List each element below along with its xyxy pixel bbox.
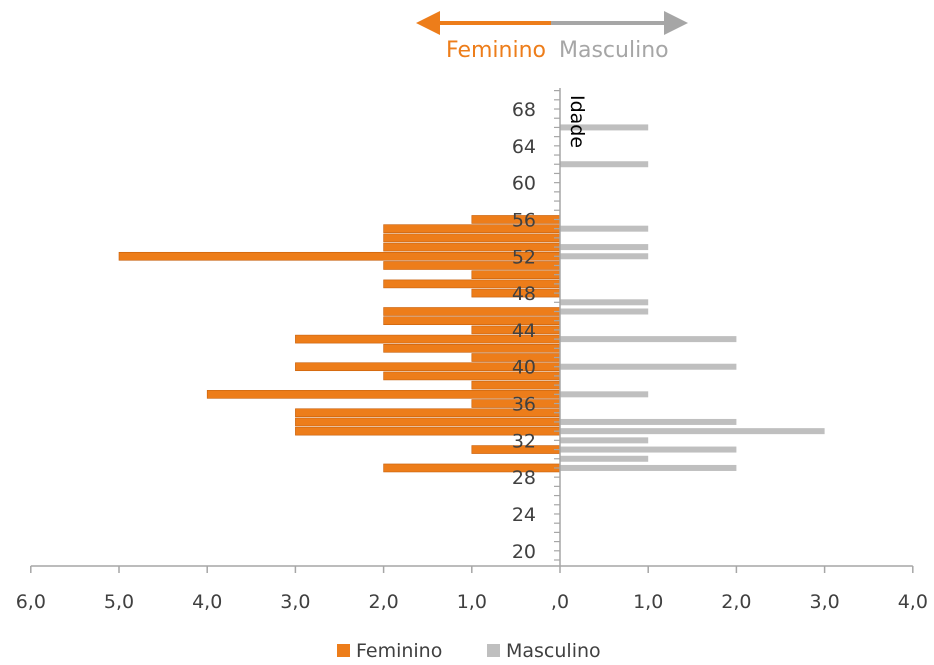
bar-masculino — [560, 455, 649, 462]
bar-masculino — [560, 437, 649, 444]
legend-swatch-feminino — [337, 644, 350, 657]
x-tick-label: 1,0 — [633, 591, 663, 613]
bars-group — [118, 124, 825, 473]
x-tick-label: 4,0 — [898, 591, 928, 613]
bar-masculino — [560, 253, 649, 260]
y-tick-label: 68 — [512, 99, 536, 121]
bar-masculino — [560, 446, 737, 453]
y-tick-label: 44 — [512, 320, 536, 342]
bar-masculino — [560, 418, 737, 425]
y-tick-label: 24 — [512, 504, 536, 526]
y-tick-label: 52 — [512, 246, 536, 268]
y-tick-label: 32 — [512, 430, 536, 452]
x-tick-label: 2,0 — [721, 591, 751, 613]
bar-feminino — [295, 417, 561, 427]
bar-masculino — [560, 225, 649, 232]
y-tick-label: 40 — [512, 357, 536, 379]
y-tick-label: 60 — [512, 173, 536, 195]
legend-label-masculino: Masculino — [506, 640, 601, 662]
bar-feminino — [383, 307, 561, 316]
bar-feminino — [383, 344, 561, 353]
bar-feminino — [118, 251, 561, 261]
x-tick-label: 3,0 — [809, 591, 839, 613]
bar-masculino — [560, 124, 649, 131]
bar-masculino — [560, 336, 737, 343]
bar-masculino — [560, 391, 649, 398]
legend-swatch-masculino — [487, 644, 500, 657]
bar-feminino — [383, 233, 561, 243]
x-tick-label: 3,0 — [280, 591, 310, 613]
y-tick-label: 28 — [512, 467, 536, 489]
y-tick-label: 36 — [512, 394, 536, 416]
legend: Feminino Masculino — [337, 640, 601, 662]
x-tick-label: ,0 — [551, 591, 569, 613]
bar-feminino — [471, 380, 561, 390]
feminino-direction-label: Feminino — [446, 38, 546, 63]
bar-masculino — [560, 308, 649, 315]
y-tick-label: 64 — [512, 136, 536, 158]
y-tick-label: 56 — [512, 209, 536, 231]
x-tick-label: 6,0 — [16, 591, 46, 613]
bar-masculino — [560, 161, 649, 168]
bar-feminino — [471, 270, 561, 279]
legend-label-feminino: Feminino — [356, 640, 442, 662]
x-tick-label: 1,0 — [457, 591, 487, 613]
masculino-direction-label: Masculino — [559, 38, 669, 63]
bar-masculino — [560, 299, 649, 306]
x-tick-label: 2,0 — [368, 591, 398, 613]
y-tick-label: 20 — [512, 541, 536, 563]
axes-group: 6,0 5,0 4,0 3,0 2,0 1,0 ,0 1,0 2,0 3,0 4,0 20 24 28 32… — [16, 88, 928, 613]
bar-feminino — [206, 390, 561, 399]
y-tick-label: 48 — [512, 283, 536, 305]
bar-masculino — [560, 363, 737, 370]
x-tick-label: 5,0 — [104, 591, 134, 613]
y-axis-title: Idade — [566, 95, 588, 148]
bar-masculino — [560, 428, 825, 435]
x-tick-label: 4,0 — [192, 591, 222, 613]
bar-masculino — [560, 464, 737, 471]
bar-masculino — [560, 244, 649, 251]
